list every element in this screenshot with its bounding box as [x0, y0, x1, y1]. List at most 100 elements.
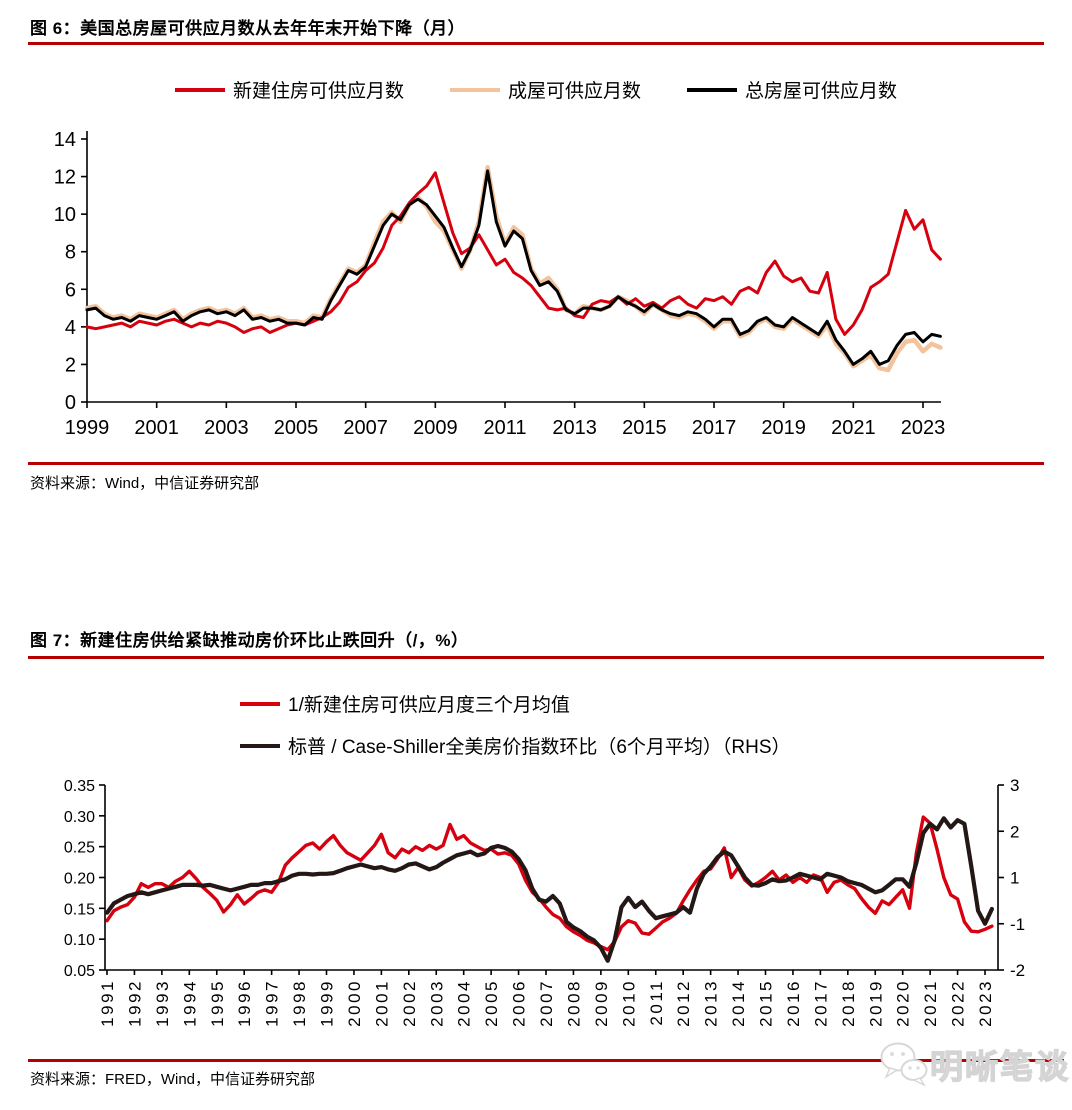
fig6-source: 资料来源：Wind，中信证券研究部 — [30, 475, 260, 492]
x-tick-label: 2020 — [894, 979, 913, 1027]
y-tick-label: 6 — [65, 279, 76, 301]
fig6-axes: 0 2 4 6 8 10 12 14 1999 2001 2003 2005 2007 2009 2011 2… — [54, 129, 946, 439]
fig6-source-divider — [28, 462, 1044, 465]
fig7-series-1 — [104, 816, 995, 963]
fig6-title-underline — [28, 42, 1044, 45]
x-tick-label: 2021 — [921, 979, 940, 1027]
x-tick-label: 2009 — [592, 979, 611, 1027]
x-tick-label: 2022 — [949, 979, 968, 1027]
fig6-legend-item-new-homes: 新建住房可供应月数 — [174, 76, 404, 103]
x-tick-label: 2019 — [761, 417, 806, 439]
x-tick-label: 1999 — [318, 979, 337, 1027]
fig6-title: 图 6：美国总房屋可供应月数从去年年末开始下降（月） — [30, 19, 466, 38]
x-tick-label: 2015 — [622, 417, 667, 439]
fig6-legend-item-total-homes: 总房屋可供应月数 — [687, 76, 897, 103]
x-tick-label: 2012 — [674, 979, 693, 1027]
x-tick-label: 2019 — [866, 979, 885, 1027]
x-tick-label: 2011 — [647, 979, 666, 1026]
x-tick-label: 1996 — [235, 979, 254, 1027]
fig7-legend: 1/新建住房可供应月度三个月均值 标普 / Case-Shiller全美房价指数… — [240, 690, 791, 774]
x-tick-label: 2014 — [729, 979, 748, 1027]
fig7-legend-item-inverse-supply: 1/新建住房可供应月度三个月均值 — [240, 690, 791, 717]
fig6-series-1 — [84, 164, 943, 373]
y-tick-label: 0 — [65, 392, 76, 414]
x-tick-label: 1992 — [125, 979, 144, 1027]
fig6-legend-label: 新建住房可供应月数 — [232, 81, 404, 102]
x-tick-label: 2021 — [831, 417, 876, 439]
x-tick-label: 2002 — [400, 979, 419, 1027]
x-tick-label: 2001 — [372, 979, 391, 1027]
x-tick-label: 1995 — [208, 979, 227, 1027]
fig7-axes: 0.35 0.30 0.25 0.20 0.15 0.10 0.05 3 2 1 -1 -2 1991 1… — [64, 776, 1025, 1027]
fig6-series-0 — [85, 171, 942, 336]
x-tick-label: 2009 — [413, 417, 458, 439]
x-tick-label: 2013 — [552, 417, 597, 439]
fig6-series-2 — [85, 169, 942, 366]
right-y-tick-label: 2 — [1010, 822, 1019, 841]
fig7-source-divider — [28, 1059, 1064, 1062]
fig7-title: 图 7：新建住房供给紧缺推动房价环比止跌回升（/，%） — [30, 631, 469, 650]
x-tick-label: 2023 — [901, 417, 946, 439]
x-tick-label: 2005 — [482, 979, 501, 1027]
right-y-tick-label: 3 — [1010, 776, 1019, 795]
x-tick-label: 2007 — [537, 979, 556, 1027]
x-tick-label: 1998 — [290, 979, 309, 1027]
x-tick-label: 2003 — [204, 417, 249, 439]
x-tick-label: 2016 — [784, 979, 803, 1027]
x-tick-label: 2023 — [976, 979, 995, 1027]
x-tick-label: 1997 — [263, 979, 282, 1027]
fig7-title-underline — [28, 656, 1044, 659]
y-tick-label: 4 — [65, 317, 76, 339]
fig6-legend-label: 成屋可供应月数 — [507, 81, 641, 102]
x-tick-label: 1994 — [180, 979, 199, 1027]
x-tick-label: 1999 — [65, 417, 110, 439]
tan-line-swatch — [449, 87, 500, 92]
fig7-legend-label: 标普 / Case-Shiller全美房价指数环比（6个月平均）（RHS） — [288, 737, 791, 758]
left-y-tick-label: 0.05 — [64, 963, 95, 980]
x-tick-label: 2015 — [757, 979, 776, 1027]
x-tick-label: 2017 — [811, 979, 830, 1027]
x-tick-label: 2011 — [483, 417, 526, 439]
left-y-tick-label: 0.25 — [64, 840, 95, 857]
left-y-tick-label: 0.10 — [64, 932, 95, 949]
watermark-text: 明晰笔谈 — [929, 1047, 1070, 1085]
black-line-swatch — [687, 87, 737, 92]
x-tick-label: 2005 — [274, 417, 319, 439]
fig7-dual-axis-line-chart: 0.35 0.30 0.25 0.20 0.15 0.10 0.05 3 2 1 -1 -2 1991 1… — [64, 776, 1025, 1027]
x-tick-label: 2008 — [564, 979, 583, 1027]
x-tick-label: 2001 — [134, 417, 179, 439]
fig7-legend-item-case-shiller: 标普 / Case-Shiller全美房价指数环比（6个月平均）（RHS） — [240, 732, 791, 759]
y-tick-label: 8 — [65, 242, 76, 264]
right-y-tick-label: -1 — [1010, 915, 1025, 934]
x-tick-label: 2006 — [510, 979, 529, 1027]
fig7-legend-label: 1/新建住房可供应月度三个月均值 — [288, 695, 570, 716]
y-tick-label: 14 — [54, 129, 76, 151]
wechat-chat-bubbles-icon — [880, 1042, 928, 1087]
right-y-tick-label: -2 — [1010, 961, 1025, 980]
watermark: 明晰笔谈 — [878, 1038, 1070, 1090]
fig6-legend-item-existing-homes: 成屋可供应月数 — [449, 76, 641, 103]
x-tick-label: 2003 — [427, 979, 446, 1027]
fig6-legend: 新建住房可供应月数 成屋可供应月数 总房屋可供应月数 — [0, 76, 1072, 103]
fig6-legend-label: 总房屋可供应月数 — [745, 81, 898, 102]
fig7-series-0 — [105, 815, 994, 952]
x-tick-label: 1993 — [153, 979, 172, 1027]
x-tick-label: 1991 — [98, 979, 117, 1027]
left-y-tick-label: 0.35 — [64, 778, 95, 795]
left-y-tick-label: 0.20 — [64, 871, 95, 888]
x-tick-label: 2007 — [343, 417, 388, 439]
x-tick-label: 2018 — [839, 979, 858, 1027]
left-y-tick-label: 0.30 — [64, 809, 95, 826]
red-line-swatch — [240, 701, 280, 706]
x-tick-label: 2004 — [455, 979, 474, 1027]
y-tick-label: 2 — [65, 354, 76, 376]
x-tick-label: 2000 — [345, 979, 364, 1027]
x-tick-label: 2010 — [619, 979, 638, 1027]
y-tick-label: 12 — [54, 167, 76, 189]
left-y-tick-label: 0.15 — [64, 901, 95, 918]
fig6-line-chart: 0 2 4 6 8 10 12 14 1999 2001 2003 2005 2007 2009 2011 2… — [54, 129, 946, 439]
red-line-swatch — [174, 87, 225, 92]
fig7-source: 资料来源：FRED，Wind，中信证券研究部 — [30, 1071, 316, 1088]
y-tick-label: 10 — [54, 204, 76, 226]
dark-line-swatch — [240, 743, 280, 748]
